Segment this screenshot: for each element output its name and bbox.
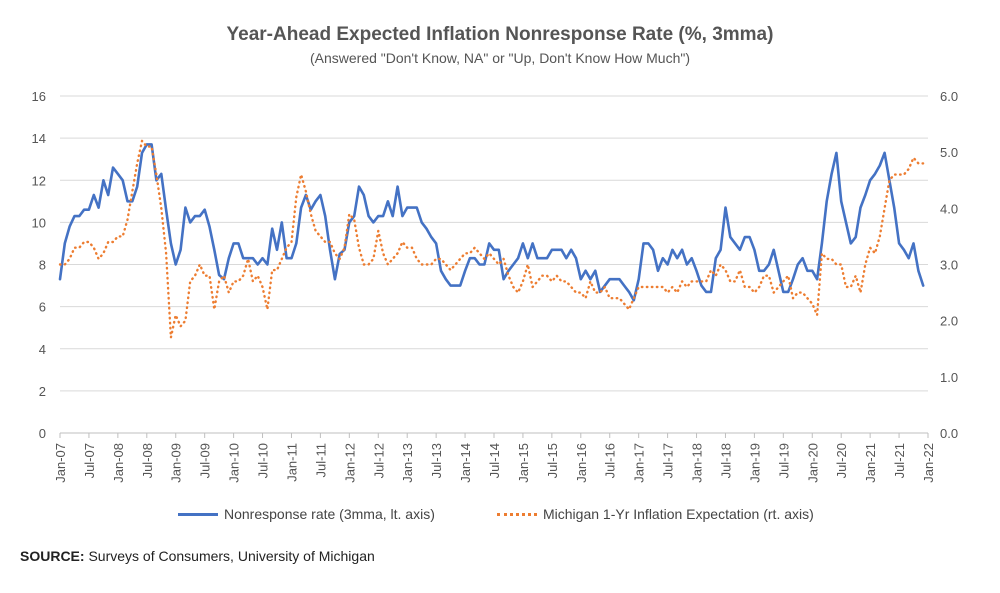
legend-label-michigan: Michigan 1-Yr Inflation Expectation (rt.… bbox=[543, 506, 814, 522]
x-tick-label: Jan-19 bbox=[747, 443, 762, 483]
x-tick-label: Jul-07 bbox=[82, 443, 97, 478]
source-text: Surveys of Consumers, University of Mich… bbox=[84, 548, 375, 564]
left-tick-label: 6 bbox=[39, 300, 46, 315]
right-tick-label: 6.0 bbox=[940, 89, 958, 104]
right-tick-label: 0.0 bbox=[940, 426, 958, 441]
left-tick-label: 8 bbox=[39, 258, 46, 273]
legend-item-nonresponse: Nonresponse rate (3mma, lt. axis) bbox=[178, 506, 435, 522]
left-tick-label: 12 bbox=[32, 173, 46, 188]
legend: Nonresponse rate (3mma, lt. axis) Michig… bbox=[0, 506, 1000, 526]
legend-label-nonresponse: Nonresponse rate (3mma, lt. axis) bbox=[224, 506, 435, 522]
x-tick-label: Jul-10 bbox=[256, 443, 271, 478]
x-tick-label: Jan-17 bbox=[632, 443, 647, 483]
right-tick-label: 2.0 bbox=[940, 314, 958, 329]
left-tick-label: 4 bbox=[39, 342, 46, 357]
x-tick-label: Jan-12 bbox=[342, 443, 357, 483]
left-axis-ticks: 0 2 4 6 8 10 12 14 16 bbox=[32, 89, 46, 441]
left-tick-label: 16 bbox=[32, 89, 46, 104]
x-tick-label: Jan-11 bbox=[284, 443, 299, 482]
x-tick-label: Jul-21 bbox=[892, 443, 907, 478]
left-tick-label: 2 bbox=[39, 384, 46, 399]
left-tick-label: 0 bbox=[39, 426, 46, 441]
x-axis-ticks: Jan-07 Jul-07 Jan-08 Jul-08 Jan-09 Jul-09 Jan-… bbox=[53, 433, 936, 483]
left-tick-label: 10 bbox=[32, 215, 46, 230]
source-note: SOURCE: Surveys of Consumers, University… bbox=[20, 548, 375, 564]
x-tick-label: Jan-08 bbox=[111, 443, 126, 483]
series-lines bbox=[58, 139, 925, 339]
x-tick-label: Jan-07 bbox=[53, 443, 68, 483]
right-tick-label: 3.0 bbox=[940, 258, 958, 273]
x-tick-label: Jan-22 bbox=[921, 443, 936, 483]
right-tick-label: 5.0 bbox=[940, 145, 958, 160]
legend-swatch-dotted bbox=[497, 512, 537, 516]
x-tick-label: Jul-15 bbox=[545, 443, 560, 478]
legend-item-michigan: Michigan 1-Yr Inflation Expectation (rt.… bbox=[497, 506, 814, 522]
x-tick-label: Jul-20 bbox=[834, 443, 849, 478]
x-tick-label: Jan-20 bbox=[805, 443, 820, 483]
series-line-michigan bbox=[58, 139, 925, 339]
x-tick-label: Jan-15 bbox=[516, 443, 531, 483]
left-tick-label: 14 bbox=[32, 131, 46, 146]
right-tick-label: 1.0 bbox=[940, 370, 958, 385]
x-tick-label: Jul-13 bbox=[429, 443, 444, 478]
chart-title: Year-Ahead Expected Inflation Nonrespons… bbox=[226, 24, 774, 45]
x-tick-label: Jul-12 bbox=[371, 443, 386, 478]
x-tick-label: Jan-16 bbox=[574, 443, 589, 483]
x-tick-label: Jul-16 bbox=[603, 443, 618, 478]
right-tick-label: 4.0 bbox=[940, 201, 958, 216]
x-tick-label: Jan-13 bbox=[400, 443, 415, 483]
x-tick-label: Jul-17 bbox=[661, 443, 676, 478]
x-tick-label: Jan-14 bbox=[458, 443, 473, 483]
source-label: SOURCE: bbox=[20, 548, 85, 564]
x-tick-label: Jan-21 bbox=[863, 443, 878, 483]
x-tick-label: Jul-18 bbox=[718, 443, 733, 478]
right-axis-ticks: 0.0 1.0 2.0 3.0 4.0 5.0 6.0 bbox=[940, 89, 958, 441]
x-tick-label: Jul-11 bbox=[313, 443, 328, 477]
x-tick-label: Jul-08 bbox=[140, 443, 155, 478]
chart-subtitle: (Answered "Don't Know, NA" or "Up, Don't… bbox=[309, 50, 691, 66]
x-tick-label: Jul-14 bbox=[487, 443, 502, 478]
x-tick-label: Jan-10 bbox=[227, 443, 242, 483]
legend-swatch-solid bbox=[178, 512, 218, 516]
x-tick-label: Jul-09 bbox=[198, 443, 213, 478]
x-tick-label: Jan-09 bbox=[169, 443, 184, 483]
x-tick-label: Jul-19 bbox=[776, 443, 791, 478]
x-tick-label: Jan-18 bbox=[690, 443, 705, 483]
series-line-nonresponse bbox=[58, 143, 925, 302]
